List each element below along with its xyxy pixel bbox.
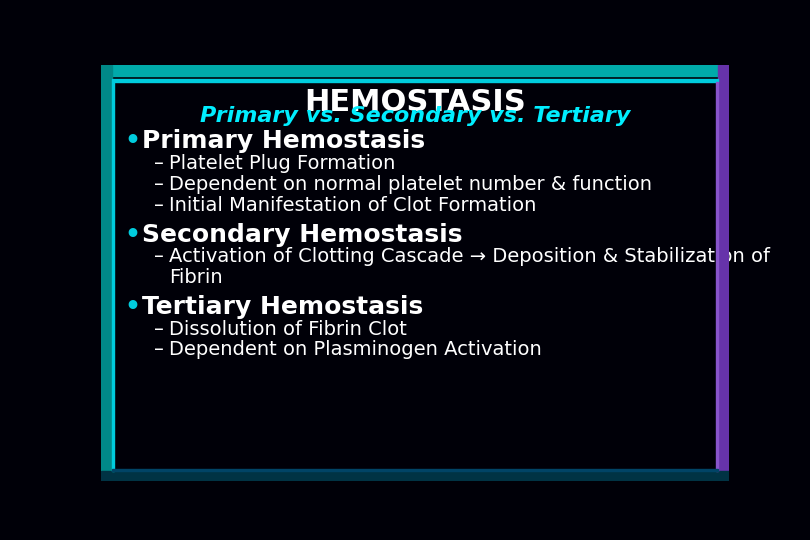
Bar [101, 65, 729, 76]
Text: Tertiary Hemostasis: Tertiary Hemostasis [142, 295, 423, 319]
Text: •: • [125, 295, 140, 319]
Text: –: – [154, 247, 164, 266]
Bar [112, 79, 718, 82]
Text: –: – [154, 195, 164, 215]
Text: •: • [125, 222, 140, 247]
Text: Activation of Clotting Cascade → Deposition & Stabilization of: Activation of Clotting Cascade → Deposit… [169, 247, 770, 266]
Bar [101, 65, 112, 481]
Text: –: – [154, 320, 164, 339]
Bar [112, 469, 718, 471]
Text: Dependent on Plasminogen Activation: Dependent on Plasminogen Activation [169, 340, 542, 360]
Text: Secondary Hemostasis: Secondary Hemostasis [142, 222, 462, 247]
Text: Primary Hemostasis: Primary Hemostasis [142, 130, 424, 153]
Bar [112, 82, 114, 471]
Text: Initial Manifestation of Clot Formation: Initial Manifestation of Clot Formation [169, 195, 537, 215]
Text: •: • [125, 130, 140, 153]
Text: Fibrin: Fibrin [169, 268, 223, 287]
Bar [716, 82, 718, 471]
Bar [101, 471, 729, 481]
Text: –: – [154, 340, 164, 360]
Text: Dissolution of Fibrin Clot: Dissolution of Fibrin Clot [169, 320, 407, 339]
Text: Platelet Plug Formation: Platelet Plug Formation [169, 154, 396, 173]
Text: –: – [154, 175, 164, 194]
Text: –: – [154, 154, 164, 173]
Text: HEMOSTASIS: HEMOSTASIS [305, 88, 526, 117]
Text: Dependent on normal platelet number & function: Dependent on normal platelet number & fu… [169, 175, 652, 194]
Text: Primary vs. Secondary vs. Tertiary: Primary vs. Secondary vs. Tertiary [200, 106, 630, 126]
Bar [718, 65, 729, 481]
